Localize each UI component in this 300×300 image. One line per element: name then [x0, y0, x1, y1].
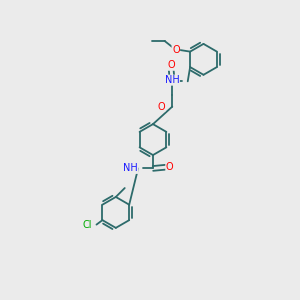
- Text: O: O: [172, 45, 180, 55]
- Text: NH: NH: [165, 75, 179, 85]
- Text: Cl: Cl: [82, 220, 92, 230]
- Text: O: O: [157, 102, 165, 112]
- Text: O: O: [166, 162, 173, 172]
- Text: O: O: [167, 60, 175, 70]
- Text: NH: NH: [123, 164, 138, 173]
